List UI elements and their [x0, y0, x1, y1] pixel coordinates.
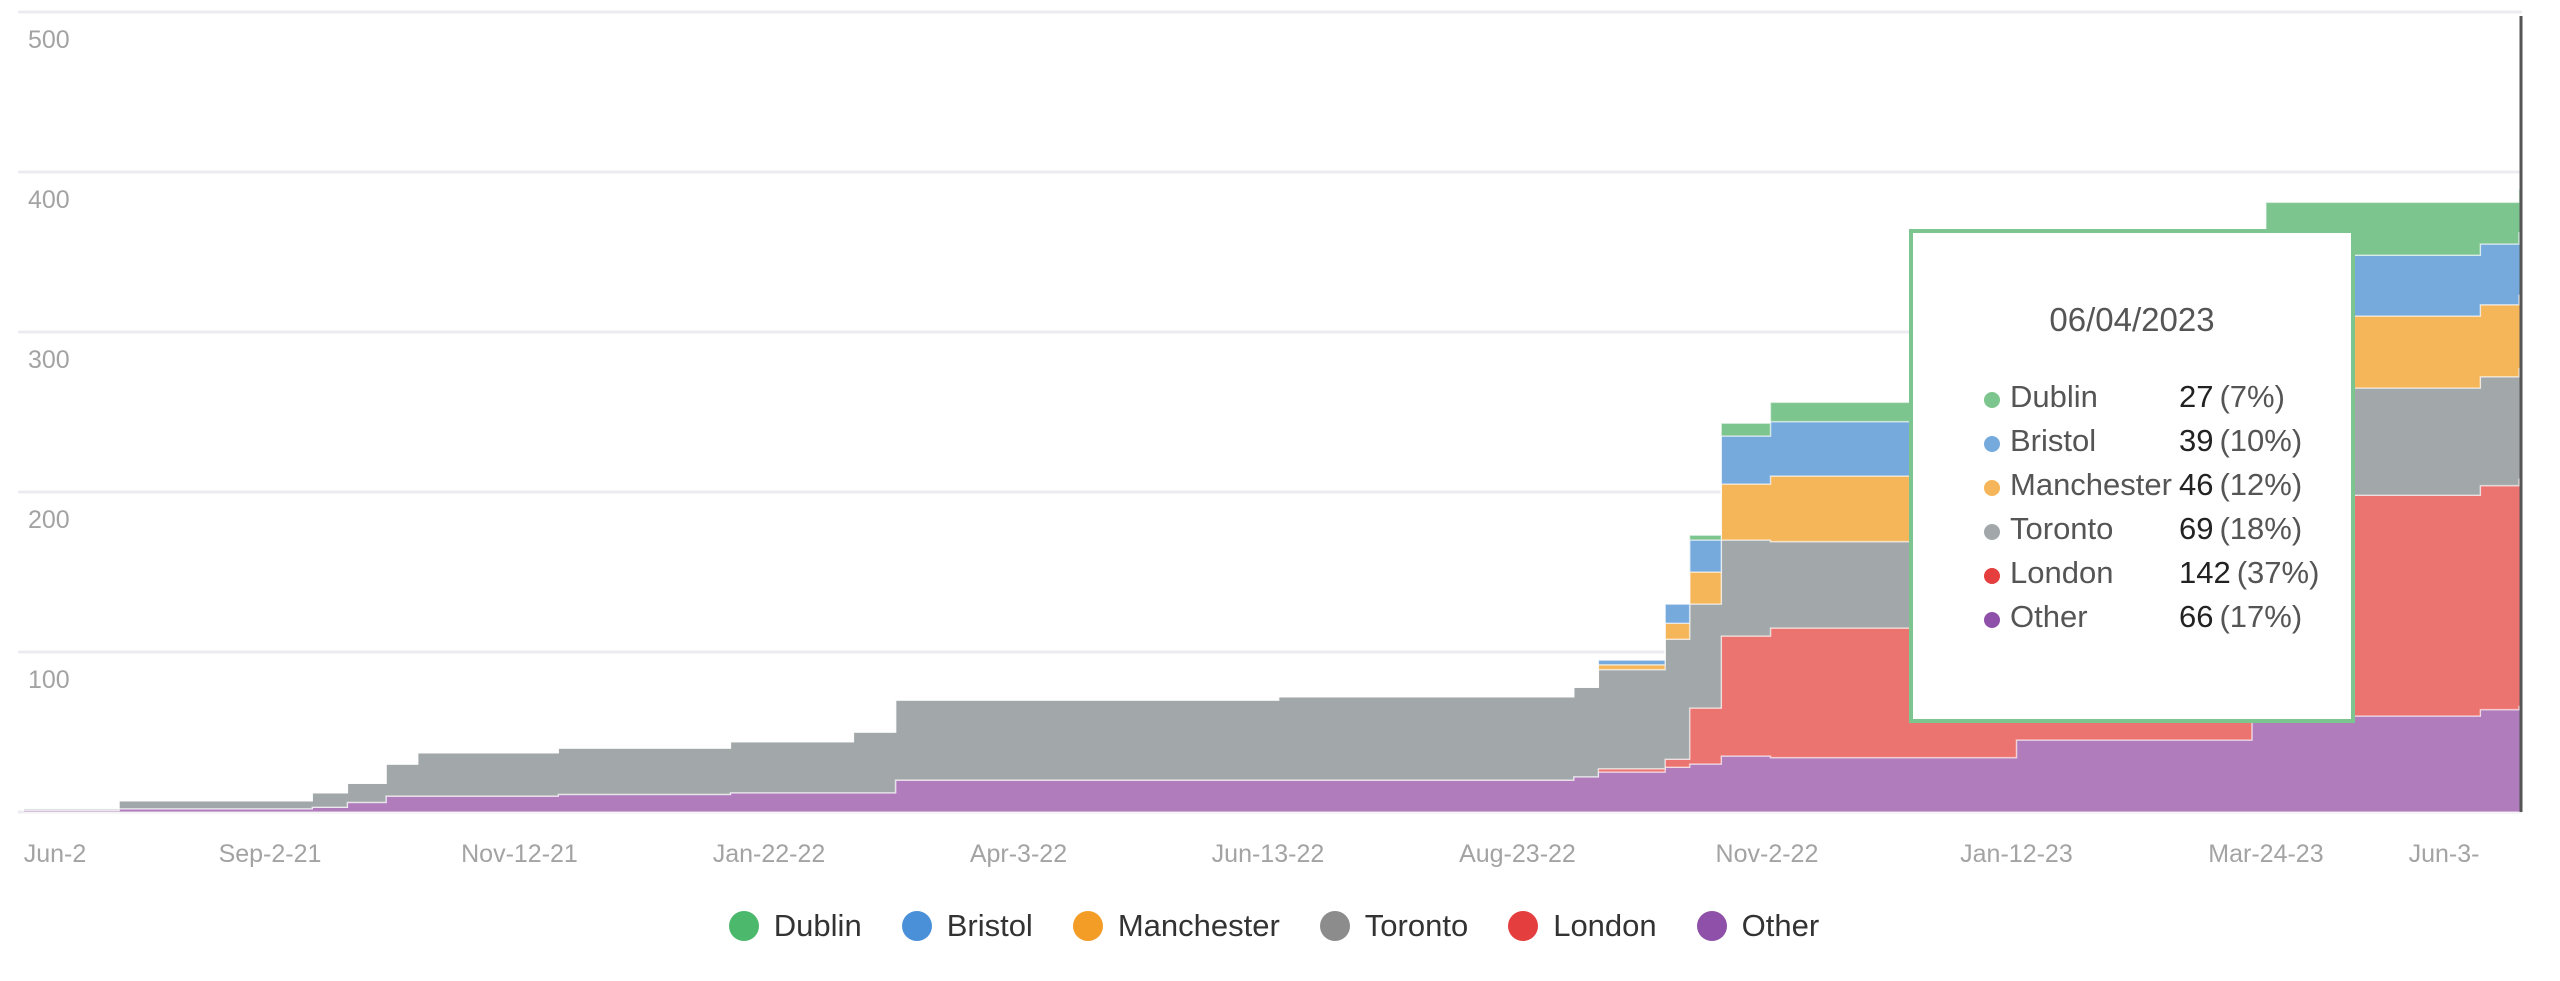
- tooltip-series-value: 69 (18%): [2179, 511, 2302, 547]
- tooltip-series-name: Bristol: [2010, 423, 2097, 458]
- legend-label: Dublin: [773, 908, 862, 943]
- y-tick-label: 100: [28, 666, 70, 694]
- x-tick-label: Jun-3-: [2409, 840, 2480, 868]
- series-dot-icon: [1984, 392, 2000, 408]
- tooltip-value: 69: [2179, 511, 2214, 546]
- tooltip-series-name: London: [2010, 555, 2114, 590]
- x-tick-label: Nov-2-22: [1716, 840, 1819, 868]
- tooltip-series-value: 142 (37%): [2179, 555, 2319, 591]
- x-tick-label: Sep-2-21: [219, 840, 322, 868]
- x-tick-label: Nov-12-21: [461, 840, 578, 868]
- legend-dot-icon: [1508, 911, 1539, 941]
- series-dot-icon: [1984, 568, 2000, 584]
- legend-dot-icon: [1319, 911, 1350, 941]
- y-tick-label: 400: [28, 186, 70, 214]
- legend-dot-icon: [1696, 911, 1727, 941]
- series-dot-icon: [1984, 524, 2000, 540]
- legend-label: Toronto: [1364, 908, 1469, 943]
- chart-legend: Dublin Bristol Manchester Toronto London Othe…: [0, 908, 2548, 944]
- hover-tooltip: 06/04/2023 Dublin 27 (7%) Bristol 39 (10%) Man…: [1909, 229, 2355, 723]
- tooltip-series-value: 66 (17%): [2179, 599, 2302, 635]
- x-tick-label: Jun-13-22: [1212, 840, 1325, 868]
- tooltip-percent: (7%): [2219, 379, 2285, 414]
- legend-label: London: [1553, 908, 1657, 943]
- legend-item-manchester[interactable]: Manchester: [1072, 908, 1280, 944]
- legend-item-toronto[interactable]: Toronto: [1319, 908, 1469, 944]
- x-tick-label: Mar-24-23: [2208, 840, 2323, 868]
- legend-dot-icon: [728, 911, 759, 941]
- tooltip-percent: (17%): [2219, 599, 2303, 634]
- legend-item-other[interactable]: Other: [1696, 908, 1820, 944]
- tooltip-percent: (37%): [2236, 555, 2320, 590]
- x-tick-label: Apr-3-22: [970, 840, 1067, 868]
- y-tick-label: 200: [28, 506, 70, 534]
- tooltip-value: 27: [2179, 379, 2214, 414]
- tooltip-value: 46: [2179, 467, 2214, 502]
- tooltip-date: 06/04/2023: [2049, 301, 2215, 338]
- legend-label: Manchester: [1117, 908, 1280, 943]
- tooltip-series-name: Manchester: [2010, 467, 2172, 502]
- tooltip-series-value: 27 (7%): [2179, 379, 2285, 415]
- series-dot-icon: [1984, 436, 2000, 452]
- y-axis: 100 200 300 400 500: [28, 26, 70, 694]
- legend-item-dublin[interactable]: Dublin: [728, 908, 862, 944]
- legend-item-bristol[interactable]: Bristol: [901, 908, 1033, 944]
- legend-label: Other: [1741, 908, 1820, 943]
- tooltip-series-name: Dublin: [2010, 379, 2098, 414]
- x-tick-label: Jan-12-23: [1960, 840, 2073, 868]
- y-tick-label: 300: [28, 346, 70, 374]
- legend-dot-icon: [1072, 911, 1103, 941]
- tooltip-series-name: Other: [2010, 599, 2088, 634]
- legend-label: Bristol: [946, 908, 1033, 943]
- x-axis: Jun-2 Sep-2-21 Nov-12-21 Jan-22-22 Apr-3-22 J…: [24, 840, 2480, 868]
- legend-dot-icon: [901, 911, 932, 941]
- legend-item-london[interactable]: London: [1508, 908, 1657, 944]
- tooltip-series-name: Toronto: [2010, 511, 2114, 546]
- series-dot-icon: [1984, 480, 2000, 496]
- tooltip-series-value: 46 (12%): [2179, 467, 2302, 503]
- tooltip-percent: (10%): [2219, 423, 2303, 458]
- series-dot-icon: [1984, 612, 2000, 628]
- tooltip-value: 66: [2179, 599, 2214, 634]
- x-tick-label: Jan-22-22: [713, 840, 826, 868]
- tooltip-series-value: 39 (10%): [2179, 423, 2302, 459]
- y-tick-label: 500: [28, 26, 70, 54]
- x-tick-label: Jun-2: [24, 840, 87, 868]
- tooltip-percent: (12%): [2219, 467, 2303, 502]
- tooltip-value: 142: [2179, 555, 2231, 590]
- x-tick-label: Aug-23-22: [1459, 840, 1576, 868]
- tooltip-percent: (18%): [2219, 511, 2303, 546]
- tooltip-value: 39: [2179, 423, 2214, 458]
